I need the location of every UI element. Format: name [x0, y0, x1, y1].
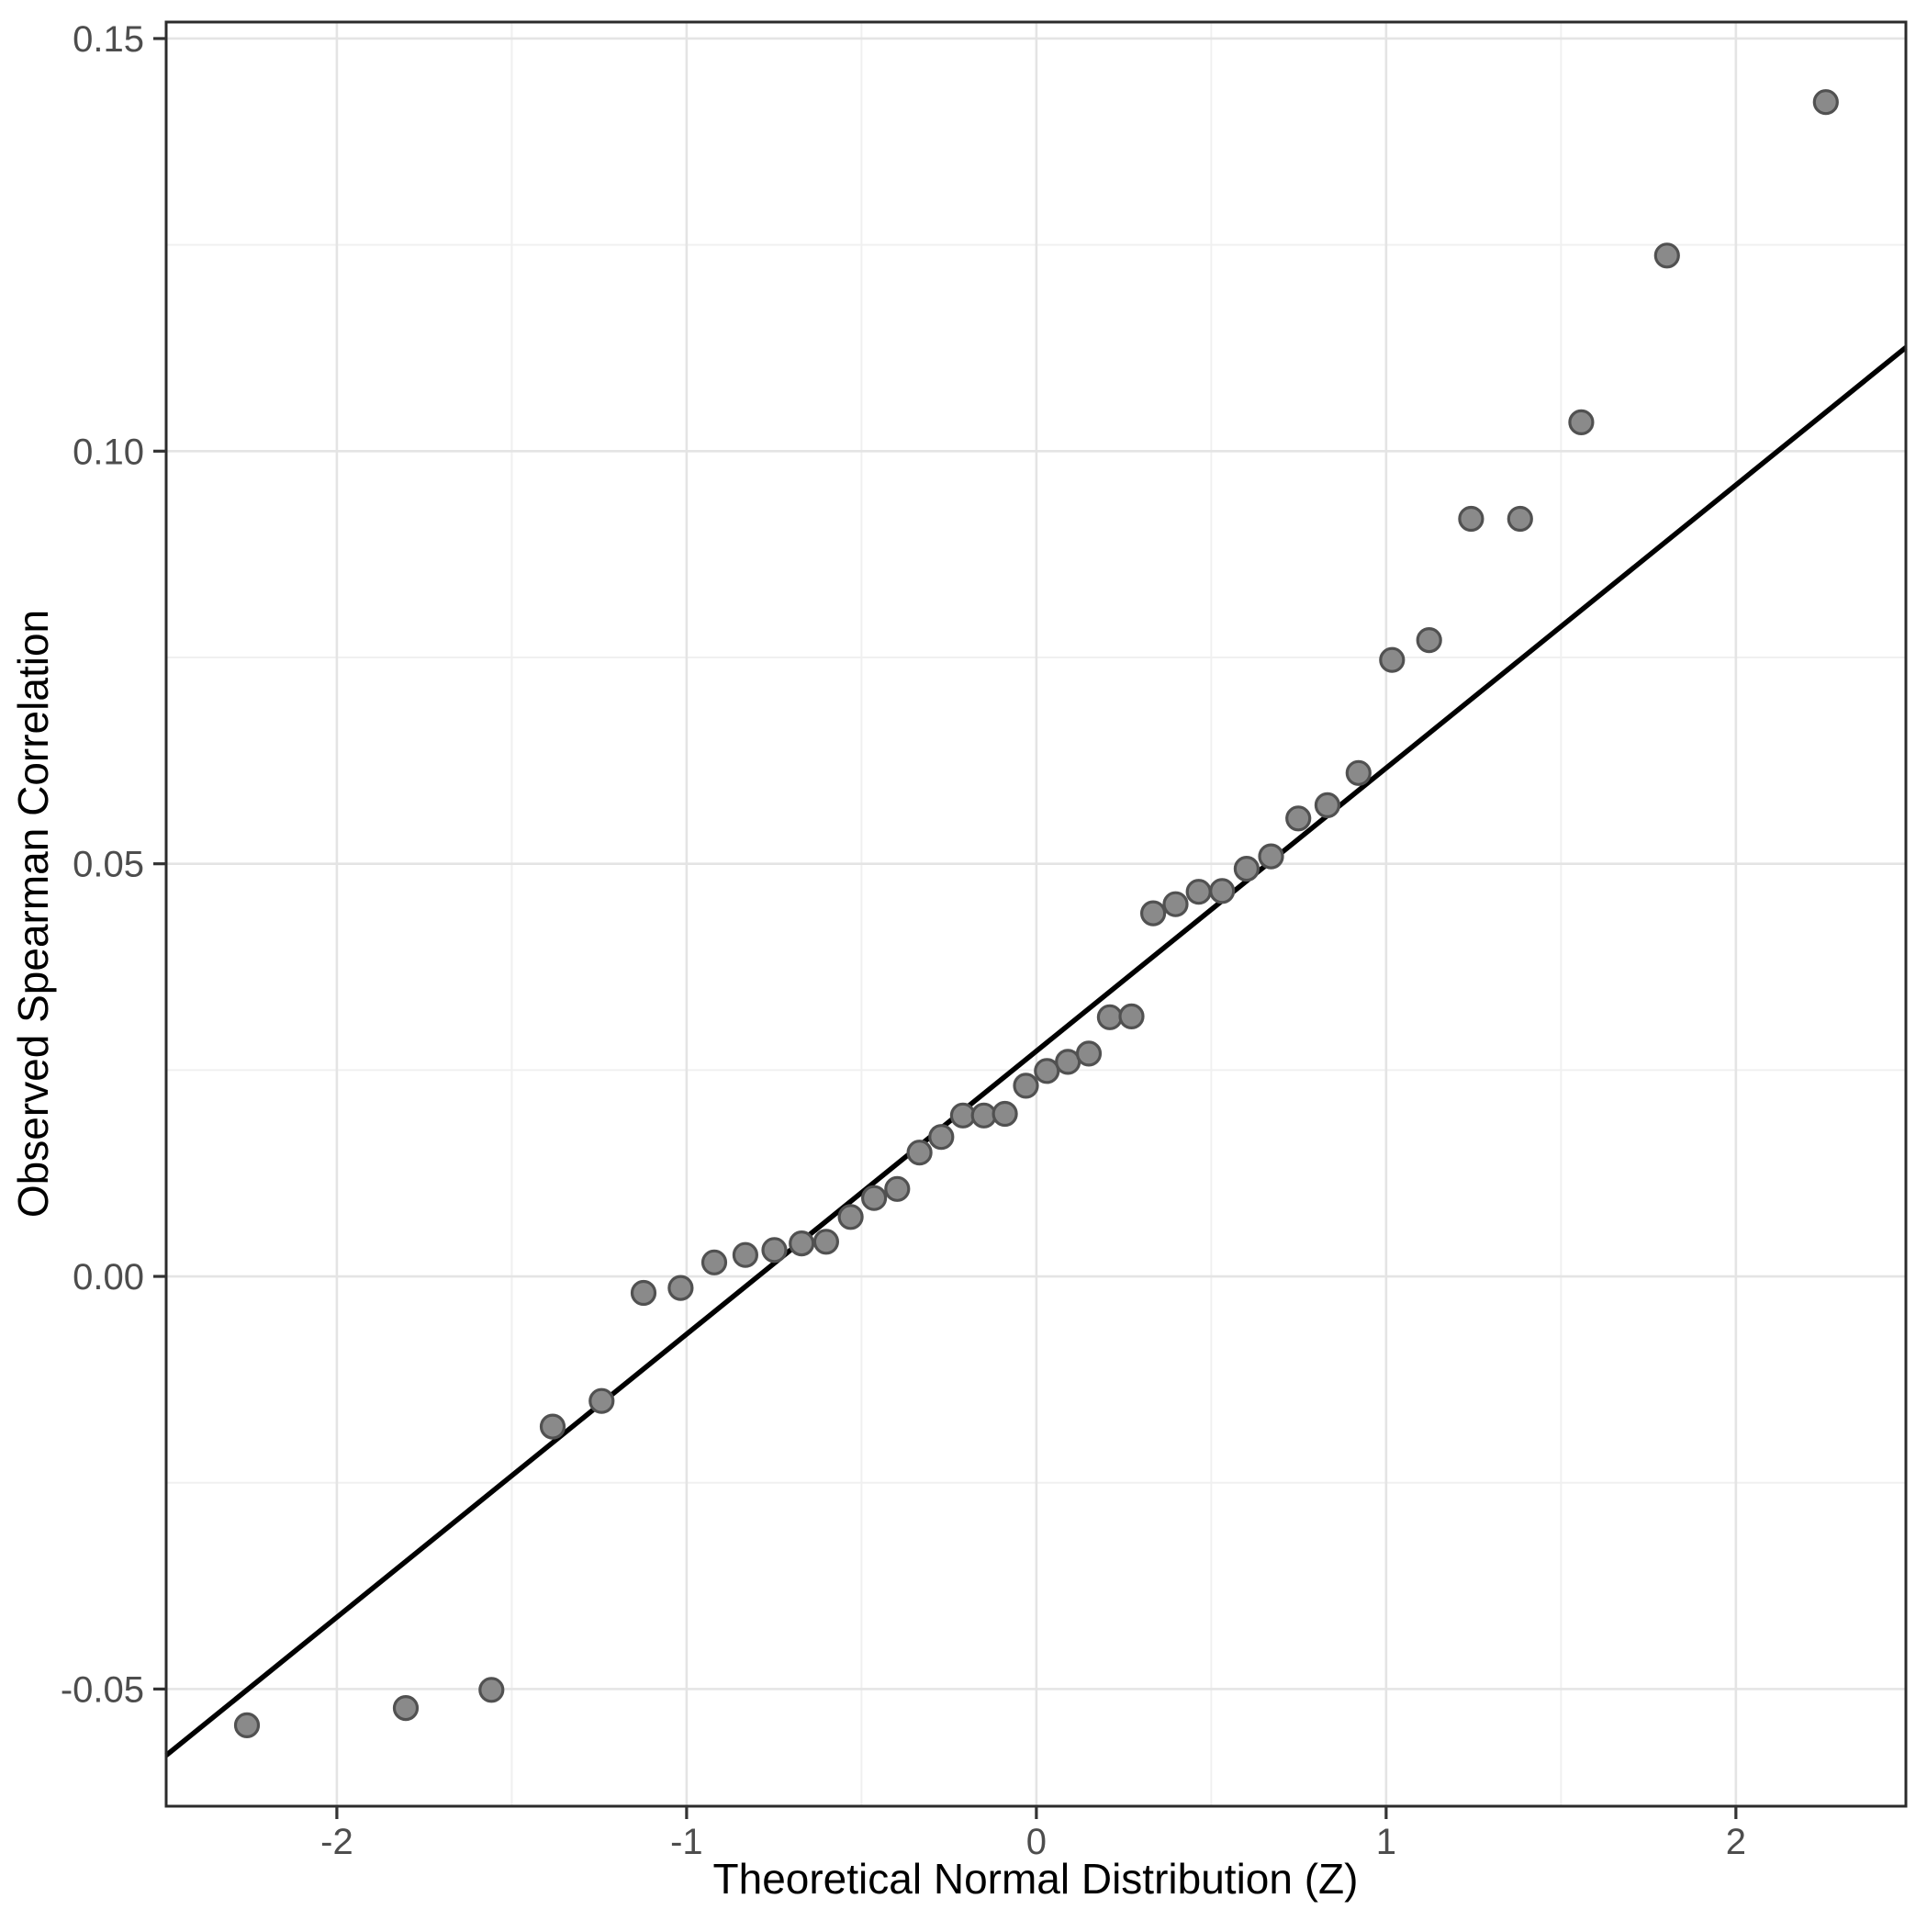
data-point [1034, 1058, 1060, 1084]
data-point [789, 1230, 815, 1257]
x-tick-label: -1 [670, 1822, 703, 1862]
data-point [1185, 879, 1212, 905]
gridlines [166, 22, 1906, 1806]
data-point [1139, 900, 1167, 927]
x-tick-label: -2 [320, 1822, 353, 1862]
y-tick-label: -0.05 [61, 1669, 144, 1710]
data-point [1162, 891, 1189, 917]
x-tick-label: 0 [1026, 1822, 1047, 1862]
data-point [1416, 626, 1442, 654]
data-point [1568, 409, 1595, 435]
data-point [1096, 1004, 1124, 1030]
data-point [1379, 646, 1406, 673]
qq-reference-line [164, 345, 1908, 1758]
y-tick-label: 0.00 [73, 1257, 144, 1297]
data-point [970, 1102, 997, 1129]
data-points [233, 89, 1839, 1739]
axis-ticks [153, 37, 1738, 1819]
data-point [837, 1204, 864, 1230]
x-tick-label: 2 [1726, 1822, 1746, 1862]
data-point [700, 1249, 728, 1275]
data-point [667, 1275, 694, 1301]
data-point [233, 1712, 261, 1739]
data-point [1075, 1040, 1103, 1067]
reference-line [164, 345, 1908, 1758]
data-point [928, 1124, 955, 1151]
data-point [992, 1100, 1018, 1128]
data-point [1013, 1073, 1039, 1099]
y-tick-label: 0.10 [73, 432, 144, 472]
data-point [1233, 855, 1260, 882]
data-point [1209, 878, 1236, 904]
data-point [630, 1279, 657, 1307]
data-point [884, 1175, 911, 1202]
data-point [860, 1185, 888, 1211]
data-point [392, 1694, 420, 1722]
data-point [1812, 89, 1839, 116]
data-point [1258, 843, 1284, 870]
y-tick-label: 0.05 [73, 845, 144, 885]
y-axis-title: Observed Spearman Correlation [9, 610, 57, 1218]
x-tick-label: 1 [1376, 1822, 1396, 1862]
data-point [761, 1237, 788, 1264]
data-point [1345, 759, 1372, 786]
axis-tick-labels: 0.15 0.10 0.05 0.00 -0.05 -2 -1 0 1 2 [61, 19, 1746, 1862]
data-point [478, 1677, 505, 1703]
y-tick-label: 0.15 [73, 19, 144, 60]
data-point [1118, 1003, 1145, 1030]
data-point [1314, 792, 1341, 819]
data-point [539, 1413, 566, 1440]
data-point [732, 1241, 759, 1268]
data-point [1458, 505, 1484, 533]
x-axis-title: Theoretical Normal Distribution (Z) [713, 1855, 1359, 1903]
data-point [1653, 242, 1680, 269]
data-point [588, 1387, 615, 1414]
data-point [1285, 805, 1312, 832]
data-point [812, 1229, 840, 1255]
data-point [906, 1140, 933, 1166]
data-point [1507, 505, 1533, 533]
